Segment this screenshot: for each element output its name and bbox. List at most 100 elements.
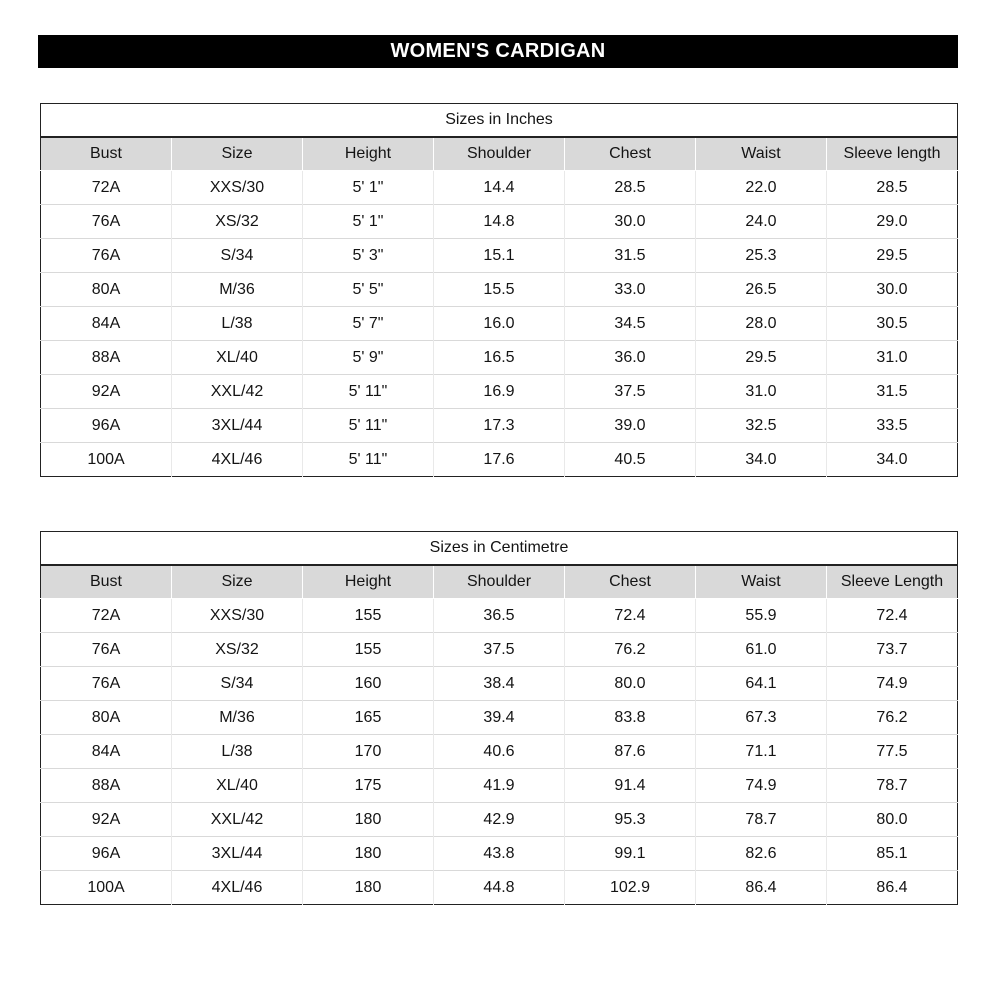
table-cell: XXL/42	[171, 374, 303, 409]
table-header-row: Bust Size Height Shoulder Chest Waist Sleeve l…	[40, 136, 958, 171]
table-cell: 26.5	[695, 272, 827, 307]
table-cell: 100A	[40, 870, 172, 905]
table-cell: 42.9	[433, 802, 565, 837]
table-cell: 76A	[40, 666, 172, 701]
table-cell: 78.7	[826, 768, 958, 803]
table-cell: 175	[302, 768, 434, 803]
table-cell: 5' 1"	[302, 170, 434, 205]
table-cell: 76.2	[564, 632, 696, 667]
table-cell: 14.4	[433, 170, 565, 205]
table-cell: 76A	[40, 632, 172, 667]
table-cell: 170	[302, 734, 434, 769]
table-cell: 86.4	[826, 870, 958, 905]
table-row: 88A XL/40 5' 9" 16.5 36.0 29.5 31.0	[40, 340, 958, 375]
table-cell: 22.0	[695, 170, 827, 205]
table-cell: 3XL/44	[171, 836, 303, 871]
table-cell: 17.6	[433, 442, 565, 477]
table-row: 80A M/36 165 39.4 83.8 67.3 76.2	[40, 700, 958, 735]
table-cell: XS/32	[171, 632, 303, 667]
table-cell: 76A	[40, 204, 172, 239]
column-header-size: Size	[171, 564, 303, 599]
column-header-shoulder: Shoulder	[433, 564, 565, 599]
table-cell: 80A	[40, 272, 172, 307]
column-header-size: Size	[171, 136, 303, 171]
table-row: 92A XXL/42 5' 11" 16.9 37.5 31.0 31.5	[40, 374, 958, 409]
table-row: 100A 4XL/46 5' 11" 17.6 40.5 34.0 34.0	[40, 442, 958, 477]
table-row: 72A XXS/30 5' 1" 14.4 28.5 22.0 28.5	[40, 170, 958, 205]
table-cell: 37.5	[433, 632, 565, 667]
table-cell: 25.3	[695, 238, 827, 273]
table-cell: 72A	[40, 170, 172, 205]
table-cell: 99.1	[564, 836, 696, 871]
column-header-sleeve-length: Sleeve Length	[826, 564, 958, 599]
table-cell: 95.3	[564, 802, 696, 837]
table-cell: 88A	[40, 768, 172, 803]
table-cell: 5' 11"	[302, 374, 434, 409]
table-cell: 73.7	[826, 632, 958, 667]
table-cell: S/34	[171, 238, 303, 273]
table-cell: 96A	[40, 408, 172, 443]
table-cell: 31.0	[695, 374, 827, 409]
table-cell: 74.9	[695, 768, 827, 803]
table-cell: 16.0	[433, 306, 565, 341]
size-table-inches: Sizes in Inches Bust Size Height Shoulder Che…	[40, 103, 958, 477]
table-cell: XXL/42	[171, 802, 303, 837]
table-cell: 15.1	[433, 238, 565, 273]
table-cell: 39.0	[564, 408, 696, 443]
table-cell: XL/40	[171, 340, 303, 375]
column-header-bust: Bust	[40, 136, 172, 171]
table-cell: 32.5	[695, 408, 827, 443]
column-header-chest: Chest	[564, 564, 696, 599]
table-cell: 33.5	[826, 408, 958, 443]
table-cell: 34.0	[826, 442, 958, 477]
table-cell: 17.3	[433, 408, 565, 443]
table-row: 100A 4XL/46 180 44.8 102.9 86.4 86.4	[40, 870, 958, 905]
table-row: 96A 3XL/44 5' 11" 17.3 39.0 32.5 33.5	[40, 408, 958, 443]
table-cell: M/36	[171, 700, 303, 735]
table-cell: L/38	[171, 734, 303, 769]
table-cell: 29.0	[826, 204, 958, 239]
table-cell: 74.9	[826, 666, 958, 701]
table-cell: 91.4	[564, 768, 696, 803]
table-cell: 72A	[40, 598, 172, 633]
table-cell: 100A	[40, 442, 172, 477]
table-cell: 71.1	[695, 734, 827, 769]
table-cell: 4XL/46	[171, 442, 303, 477]
table-cell: XL/40	[171, 768, 303, 803]
table-cell: M/36	[171, 272, 303, 307]
table-cell: 3XL/44	[171, 408, 303, 443]
table-cell: 87.6	[564, 734, 696, 769]
table-cell: XS/32	[171, 204, 303, 239]
table-cell: 30.5	[826, 306, 958, 341]
column-header-waist: Waist	[695, 136, 827, 171]
table-cell: L/38	[171, 306, 303, 341]
table-row: 84A L/38 5' 7" 16.0 34.5 28.0 30.5	[40, 306, 958, 341]
table-cell: 16.9	[433, 374, 565, 409]
table-cell: 5' 3"	[302, 238, 434, 273]
table-cell: 29.5	[826, 238, 958, 273]
product-title-bar: WOMEN'S CARDIGAN	[38, 35, 958, 68]
table-cell: 31.0	[826, 340, 958, 375]
table-cell: 64.1	[695, 666, 827, 701]
table-cell: 5' 7"	[302, 306, 434, 341]
table-row: 96A 3XL/44 180 43.8 99.1 82.6 85.1	[40, 836, 958, 871]
table-cell: 155	[302, 632, 434, 667]
size-table-centimetre: Sizes in Centimetre Bust Size Height Shoulde…	[40, 531, 958, 905]
table-row: 76A S/34 5' 3" 15.1 31.5 25.3 29.5	[40, 238, 958, 273]
table-cell: 80A	[40, 700, 172, 735]
table-row: 76A XS/32 155 37.5 76.2 61.0 73.7	[40, 632, 958, 667]
table-row: 84A L/38 170 40.6 87.6 71.1 77.5	[40, 734, 958, 769]
table-cell: 4XL/46	[171, 870, 303, 905]
table-cell: 96A	[40, 836, 172, 871]
table-cell: XXS/30	[171, 598, 303, 633]
table-cell: XXS/30	[171, 170, 303, 205]
table-cell: 40.6	[433, 734, 565, 769]
table-cell: 61.0	[695, 632, 827, 667]
column-header-waist: Waist	[695, 564, 827, 599]
column-header-height: Height	[302, 136, 434, 171]
table-title-row: Sizes in Inches	[40, 103, 958, 138]
table-cell: 34.0	[695, 442, 827, 477]
table-cell: 160	[302, 666, 434, 701]
table-cell: 44.8	[433, 870, 565, 905]
